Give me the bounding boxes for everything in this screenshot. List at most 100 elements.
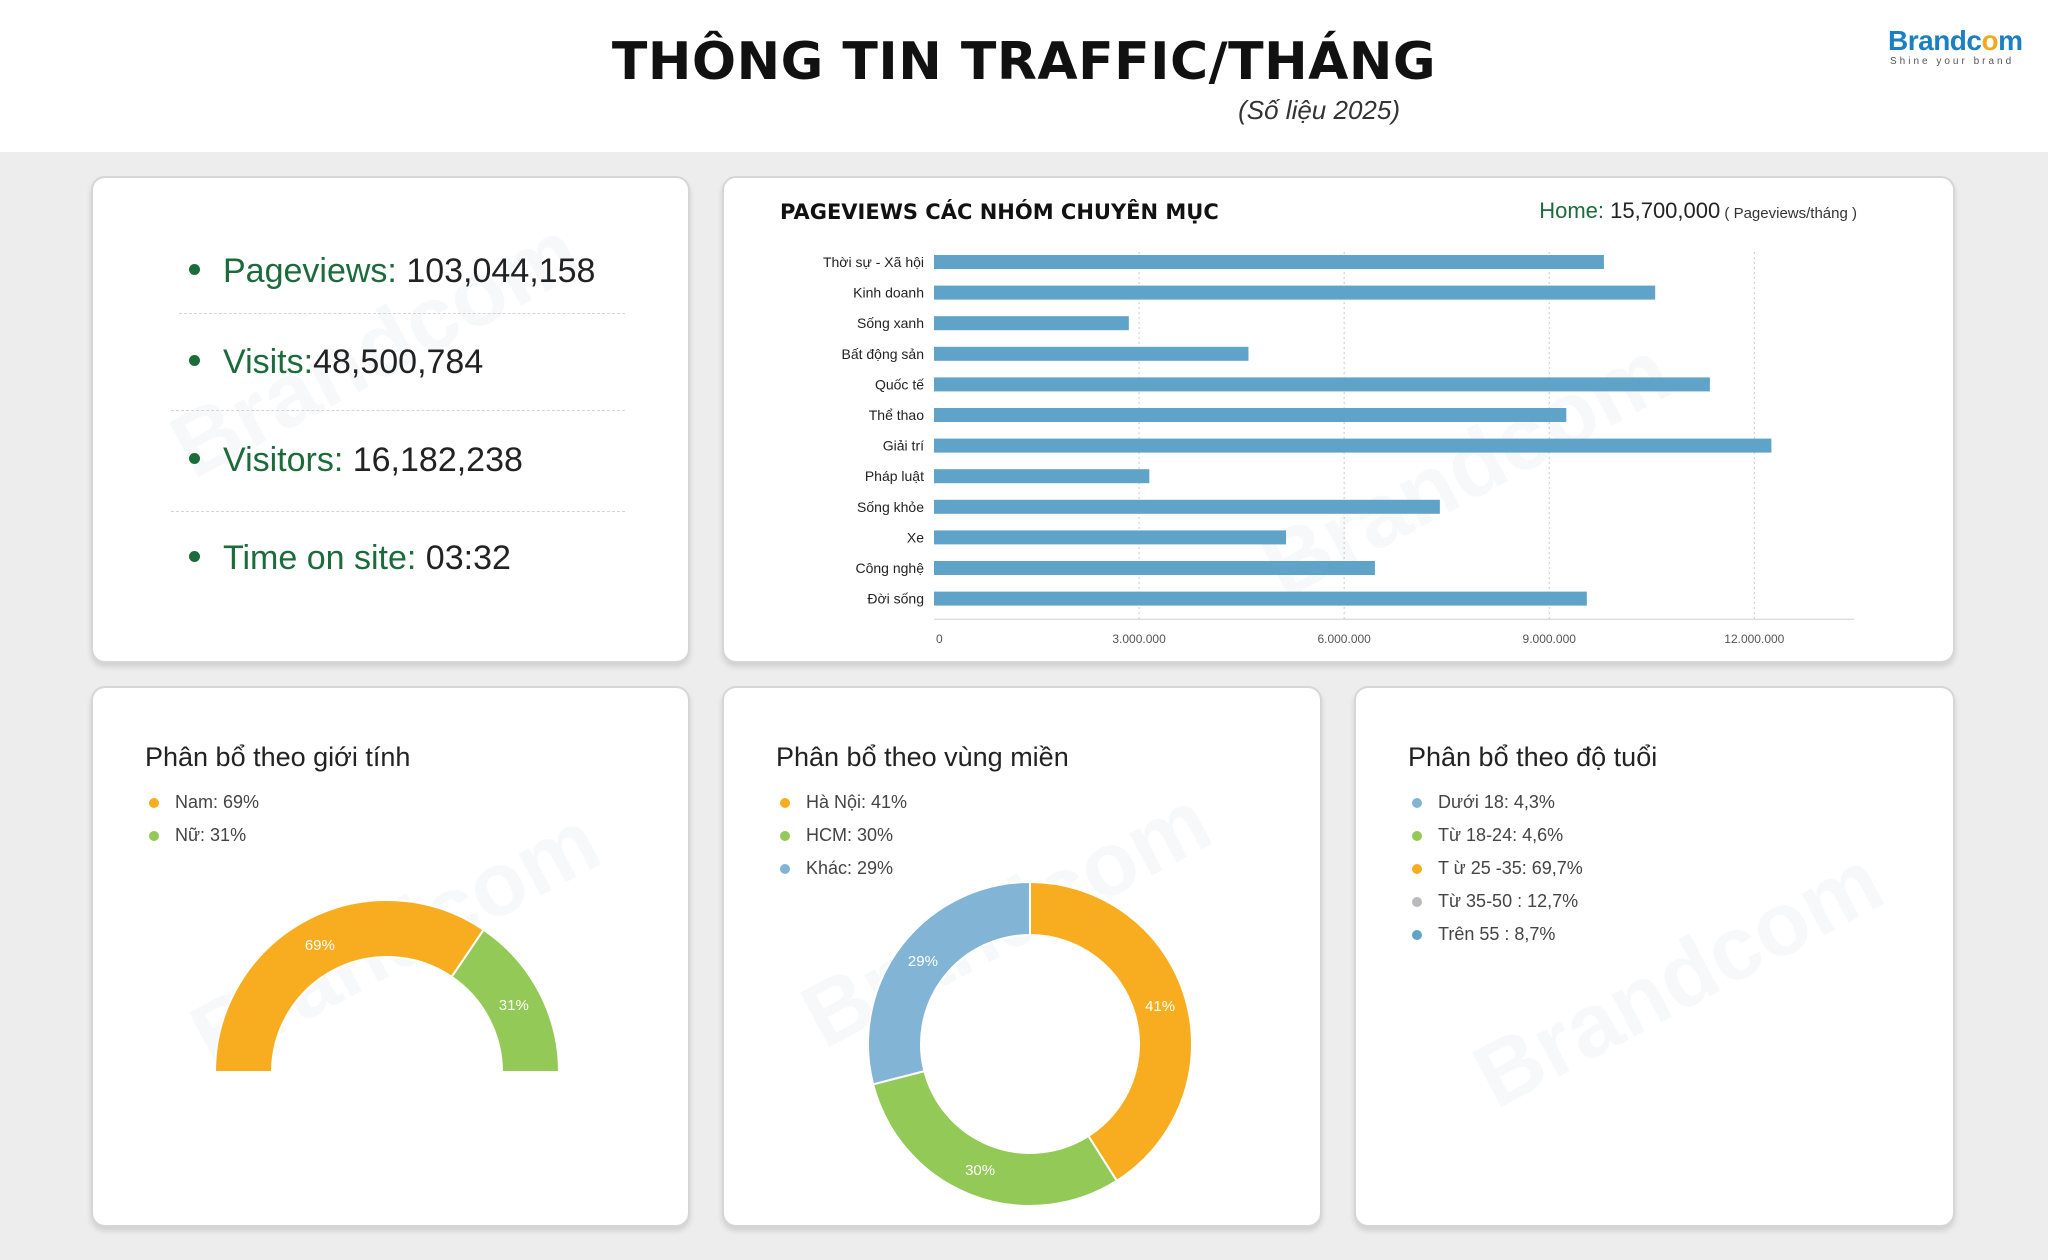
legend-label: Nam: 69% xyxy=(175,792,260,812)
slice xyxy=(871,1069,1119,1207)
bar xyxy=(934,255,1604,269)
home-label: Home: xyxy=(1539,198,1605,223)
legend-swatch xyxy=(780,864,790,874)
bar xyxy=(934,377,1710,392)
kpi-value: 103,044,158 xyxy=(396,252,596,290)
category-label: Đời sống xyxy=(867,591,924,607)
legend-item: Từ 18-24: 4,6% xyxy=(1412,823,1583,856)
category-label: Sống xanh xyxy=(857,315,924,331)
slice-label: 29% xyxy=(908,953,938,970)
slice xyxy=(450,928,561,1073)
legend-item: Trên 55 : 8,7% xyxy=(1412,922,1583,955)
logo-text-o: o xyxy=(1981,25,1999,56)
kpi-time-on-site: Time on site: 03:32 xyxy=(189,539,511,578)
category-label: Xe xyxy=(907,529,924,545)
age-chart-title: Phân bổ theo độ tuổi xyxy=(1408,742,1658,772)
pageviews-card: Brandcom PAGEVIEWS CÁC NHÓM CHUYÊN MỤC H… xyxy=(722,176,1955,663)
legend-swatch xyxy=(149,798,159,808)
slice-label: 31% xyxy=(499,997,529,1014)
brand-logo: Brandcom Shine your brand xyxy=(1888,25,2023,68)
x-tick-label: 3.000.000 xyxy=(1112,632,1166,646)
bar xyxy=(934,561,1375,575)
slice xyxy=(213,899,486,1073)
bar xyxy=(934,499,1440,514)
region-chart-title: Phân bổ theo vùng miền xyxy=(776,742,1069,772)
legend-item: Nam: 69% xyxy=(149,790,259,823)
gender-half-donut-chart: 69% 31% xyxy=(213,899,561,1073)
page-subtitle: (Số liệu 2025) xyxy=(1238,95,1400,125)
bar xyxy=(934,469,1150,484)
bullet-icon xyxy=(189,264,200,275)
legend-item: Nữ: 31% xyxy=(149,823,259,856)
divider xyxy=(171,410,625,411)
age-card: Brandcom Phân bổ theo độ tuổi Dưới 18: 4… xyxy=(1354,686,1955,1227)
kpi-card: Brandcom Pageviews: 103,044,158 Visits:4… xyxy=(91,176,690,663)
kpi-value: 48,500,784 xyxy=(313,343,484,381)
legend-swatch xyxy=(1412,798,1422,808)
category-label: Sống khỏe xyxy=(857,499,924,515)
divider xyxy=(171,511,625,512)
divider xyxy=(179,313,625,314)
category-label: Pháp luật xyxy=(865,468,924,484)
legend-swatch xyxy=(1412,930,1422,940)
category-label: Kinh doanh xyxy=(853,285,924,301)
legend-item: Khác: 29% xyxy=(780,856,907,889)
kpi-label: Pageviews: xyxy=(223,252,397,290)
category-label: Giải trí xyxy=(883,438,924,454)
bar xyxy=(934,346,1249,361)
logo-text-b: m xyxy=(1998,25,2023,56)
bullet-icon xyxy=(189,551,200,562)
region-legend: Hà Nội: 41% HCM: 30% Khác: 29% xyxy=(780,790,907,889)
legend-item: Hà Nội: 41% xyxy=(780,790,907,823)
legend-label: Nữ: 31% xyxy=(175,825,247,845)
legend-swatch xyxy=(1412,831,1422,841)
region-donut-chart: 41% 30% 29% xyxy=(867,880,1193,1207)
kpi-label: Time on site: xyxy=(223,539,417,577)
x-tick-label: 9.000.000 xyxy=(1523,632,1577,646)
home-unit: ( Pageviews/tháng ) xyxy=(1720,205,1857,222)
slice-label: 30% xyxy=(965,1162,995,1179)
home-value: 15,700,000 xyxy=(1604,198,1721,223)
legend-swatch xyxy=(1412,864,1422,874)
kpi-pageviews: Pageviews: 103,044,158 xyxy=(189,252,596,291)
legend-label: Hà Nội: 41% xyxy=(806,792,908,812)
legend-item: HCM: 30% xyxy=(780,823,907,856)
legend-label: HCM: 30% xyxy=(806,825,894,845)
category-label: Thể thao xyxy=(869,407,924,423)
legend-swatch xyxy=(780,831,790,841)
page-title: THÔNG TIN TRAFFIC/THÁNG xyxy=(611,32,1437,92)
logo-wordmark: Brandcom xyxy=(1888,25,2023,56)
gender-legend: Nam: 69% Nữ: 31% xyxy=(149,790,259,856)
pageviews-bar-chart: 0 3.000.000 6.000.000 9.000.000 12.000.000 Th… xyxy=(823,252,1854,646)
legend-item: Từ 35-50 : 12,7% xyxy=(1412,889,1583,922)
legend-item: Dưới 18: 4,3% xyxy=(1412,790,1583,823)
x-tick-label: 6.000.000 xyxy=(1317,632,1371,646)
category-label: Bất động sản xyxy=(841,346,924,362)
slice-label: 41% xyxy=(1145,998,1175,1015)
bar xyxy=(934,285,1656,300)
gender-chart-title: Phân bổ theo giới tính xyxy=(145,742,411,772)
region-card: Brandcom Phân bổ theo vùng miền Hà Nội: … xyxy=(722,686,1322,1227)
bar xyxy=(934,438,1772,453)
bar xyxy=(934,316,1129,331)
legend-label: Từ 35-50 : 12,7% xyxy=(1438,891,1579,911)
kpi-visits: Visits:48,500,784 xyxy=(189,343,484,382)
bullet-icon xyxy=(189,355,200,366)
kpi-visitors: Visitors: 16,182,238 xyxy=(189,441,523,480)
legend-item: T ừ 25 -35: 69,7% xyxy=(1412,856,1583,889)
slice xyxy=(867,880,1031,1086)
gender-card: Brandcom Phân bổ theo giới tính Nam: 69%… xyxy=(91,686,690,1227)
legend-swatch xyxy=(780,798,790,808)
kpi-value: 16,182,238 xyxy=(343,441,523,479)
x-tick-label: 12.000.000 xyxy=(1724,632,1784,646)
slice-label: 69% xyxy=(305,937,335,954)
category-label: Thời sự - Xã hội xyxy=(823,254,924,270)
category-label: Quốc tế xyxy=(875,376,924,392)
legend-label: Trên 55 : 8,7% xyxy=(1438,924,1556,944)
legend-label: T ừ 25 -35: 69,7% xyxy=(1438,858,1583,878)
legend-label: Dưới 18: 4,3% xyxy=(1438,792,1555,812)
kpi-value: 03:32 xyxy=(416,539,511,577)
x-tick-label: 0 xyxy=(936,632,943,646)
age-legend: Dưới 18: 4,3% Từ 18-24: 4,6% T ừ 25 -35:… xyxy=(1412,790,1583,955)
legend-label: Khác: 29% xyxy=(806,858,894,878)
